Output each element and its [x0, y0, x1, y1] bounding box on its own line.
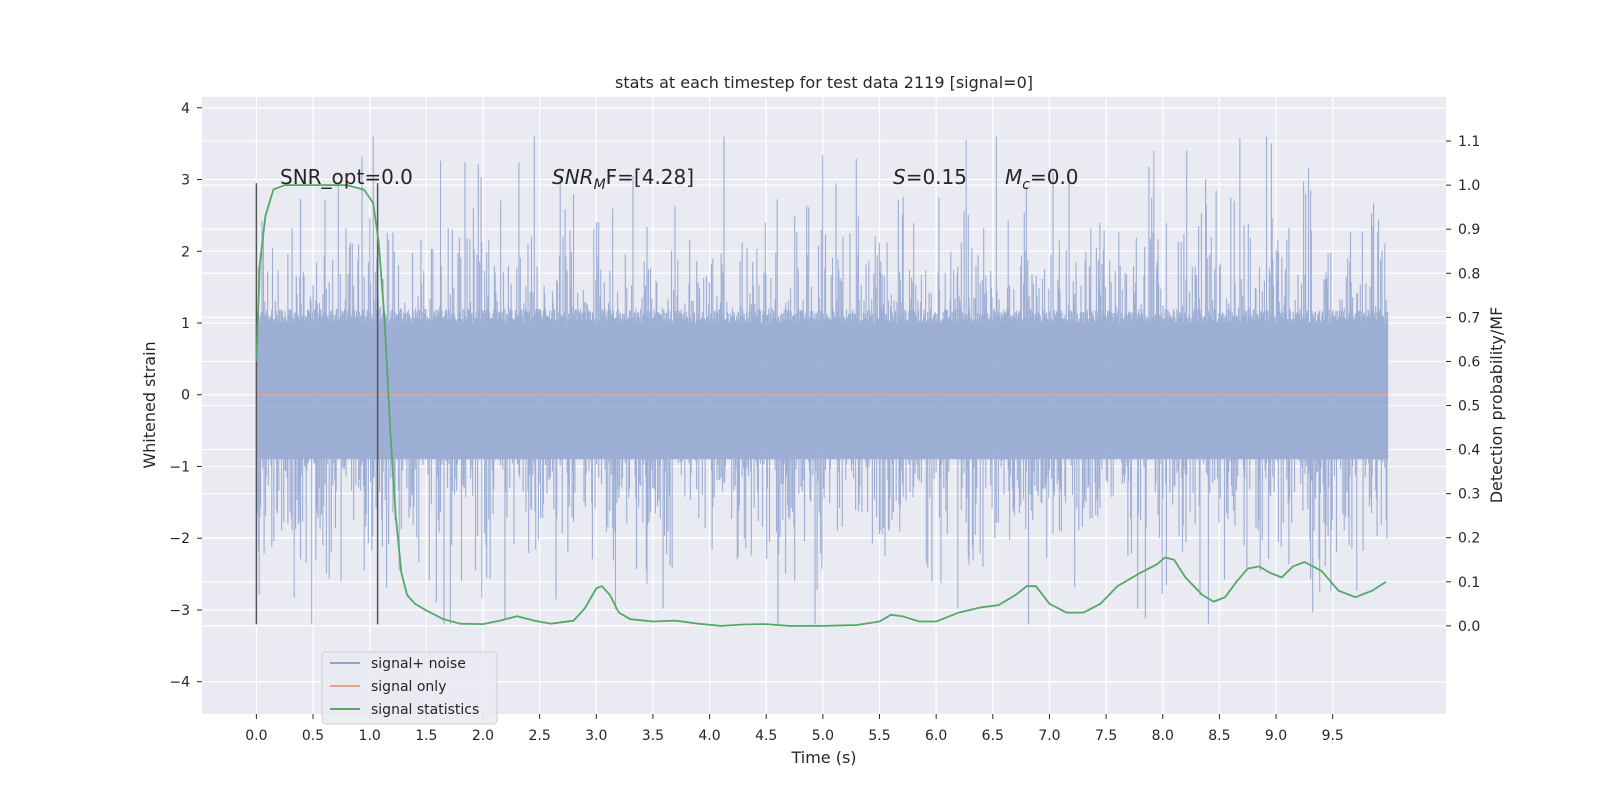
y-tick-label-left: 1 — [181, 316, 190, 332]
y-tick-label-left: −3 — [169, 603, 190, 619]
snr-mf-annotation: SNRMF=[4.28] — [552, 165, 694, 193]
mc-subscript: c — [1022, 177, 1030, 193]
y-axis-label-left: Whitened strain — [140, 341, 159, 468]
y-tick-label-right: 0.5 — [1458, 399, 1480, 415]
x-tick-label: 0.5 — [302, 728, 324, 744]
y-tick-label-left: −4 — [169, 675, 190, 691]
y-tick-label-right: 0.6 — [1458, 354, 1480, 370]
x-tick-label: 9.5 — [1322, 728, 1344, 744]
x-tick-label: 5.5 — [868, 728, 890, 744]
x-tick-label: 7.0 — [1038, 728, 1060, 744]
x-tick-label: 3.5 — [642, 728, 664, 744]
x-axis-label: Time (s) — [790, 748, 856, 767]
snr-opt-annotation: SNR_opt=0.0 — [280, 165, 413, 189]
y-tick-label-right: 0.2 — [1458, 531, 1480, 547]
x-tick-label: 8.5 — [1208, 728, 1230, 744]
x-tick-label: 3.0 — [585, 728, 607, 744]
mc-symbol: M — [1005, 165, 1022, 189]
x-tick-label: 6.5 — [982, 728, 1004, 744]
y-axis-label-right: Detection probability/MF — [1487, 307, 1506, 504]
x-tick-label: 0.0 — [245, 728, 267, 744]
y-tick-label-right: 0.7 — [1458, 310, 1480, 326]
chart-title: stats at each timestep for test data 211… — [615, 73, 1033, 92]
plot-content — [255, 136, 1389, 627]
series-signal-statistics — [255, 184, 1387, 627]
y-tick-label-right: 0.9 — [1458, 222, 1480, 238]
y-tick-label-left: −1 — [169, 459, 190, 475]
x-tick-label: 7.5 — [1095, 728, 1117, 744]
x-tick-label: 4.0 — [698, 728, 720, 744]
y-tick-label-right: 1.1 — [1458, 134, 1480, 150]
snr-mf-symbol: SNR — [552, 165, 594, 189]
x-tick-label: 6.0 — [925, 728, 947, 744]
x-tick-label: 1.0 — [359, 728, 381, 744]
x-tick-label: 2.0 — [472, 728, 494, 744]
x-tick-label: 2.5 — [528, 728, 550, 744]
y-tick-label-right: 0.0 — [1458, 619, 1480, 635]
y-tick-label-right: 1.0 — [1458, 178, 1480, 194]
x-tick-label: 5.0 — [812, 728, 834, 744]
s-annotation: S=0.15 — [893, 165, 967, 189]
y-tick-label-right: 0.8 — [1458, 266, 1480, 282]
y-tick-label-right: 0.4 — [1458, 443, 1480, 459]
legend-box — [321, 651, 498, 725]
y-tick-label-left: 0 — [181, 388, 190, 404]
y-tick-label-left: 2 — [181, 244, 190, 260]
legend-label-noise: signal+ noise — [371, 656, 466, 672]
s-value: =0.15 — [906, 165, 967, 189]
s-symbol: S — [893, 165, 906, 189]
legend-label-signal: signal only — [371, 679, 446, 695]
mc-annotation: Mc=0.0 — [1005, 165, 1079, 193]
y-tick-label-right: 0.1 — [1458, 575, 1480, 591]
snr-mf-value: F=[4.28] — [606, 165, 694, 189]
y-tick-label-left: −2 — [169, 531, 190, 547]
x-tick-label: 1.5 — [415, 728, 437, 744]
mc-value: =0.0 — [1030, 165, 1079, 189]
y-tick-label-right: 0.3 — [1458, 487, 1480, 503]
x-tick-label: 9.0 — [1265, 728, 1287, 744]
y-tick-label-left: 3 — [181, 173, 190, 189]
snr-mf-subscript: M — [594, 177, 606, 193]
ticks: 0.0 0.5 1.0 1.5 2.0 2.5 3.0 3.5 4.0 4.5 5.0 5.5 6.0 6… — [169, 101, 1480, 744]
x-tick-label: 4.5 — [755, 728, 777, 744]
legend: signal+ noise signal only signal statist… — [321, 651, 498, 725]
legend-label-statistics: signal statistics — [371, 702, 479, 718]
y-tick-label-left: 4 — [181, 101, 190, 117]
x-tick-label: 8.0 — [1152, 728, 1174, 744]
